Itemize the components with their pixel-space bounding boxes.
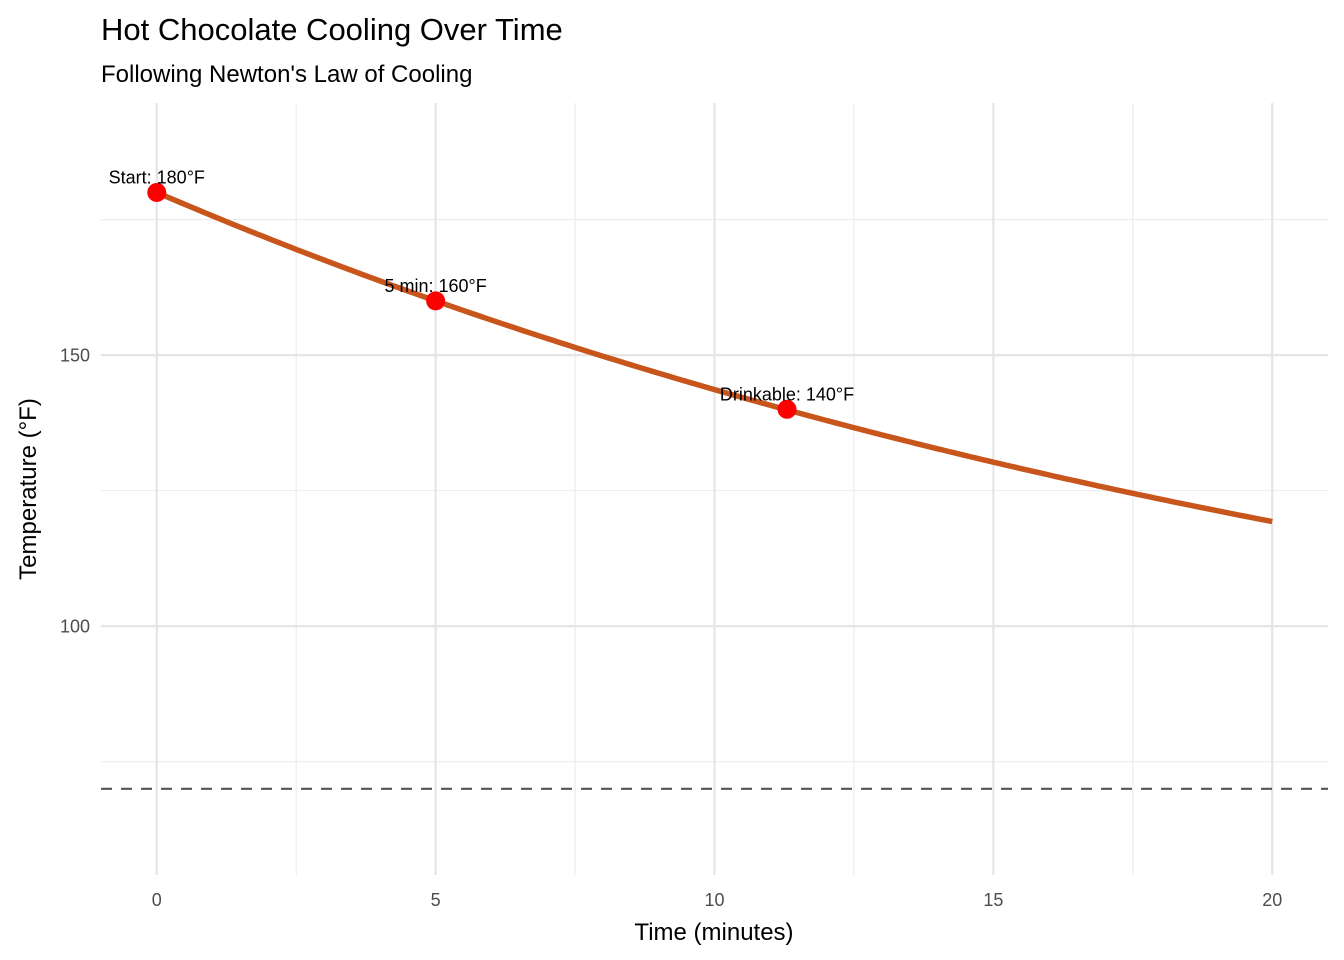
chart-title: Hot Chocolate Cooling Over Time: [101, 12, 563, 47]
highlight-point: [777, 399, 797, 419]
x-tick-labels: 0 5 10 15 20: [152, 890, 1282, 910]
series-group: [155, 189, 1273, 525]
temperature-curve: [155, 189, 1273, 525]
x-axis-title: Time (minutes): [634, 919, 793, 946]
y-tick-labels: 100 150: [60, 346, 90, 637]
annotations-group: Start: 180°F 5 min: 160°F Drinkable: 140°F: [109, 167, 854, 404]
highlight-points-group: [147, 182, 797, 419]
x-tick-label: 0: [152, 890, 162, 910]
point-label: Drinkable: 140°F: [720, 384, 854, 404]
highlight-point: [426, 291, 446, 311]
x-tick-label: 10: [704, 890, 724, 910]
y-axis-title: Temperature (°F): [15, 398, 42, 580]
major-gridlines: [101, 103, 1328, 875]
chart-subtitle: Following Newton's Law of Cooling: [101, 61, 472, 88]
x-tick-label: 5: [431, 890, 441, 910]
point-label: 5 min: 160°F: [385, 276, 487, 296]
highlight-point: [147, 182, 167, 202]
x-tick-label: 20: [1262, 890, 1282, 910]
point-label: Start: 180°F: [109, 167, 205, 187]
x-tick-label: 15: [983, 890, 1003, 910]
y-tick-label: 100: [60, 617, 90, 637]
y-tick-label: 150: [60, 346, 90, 366]
